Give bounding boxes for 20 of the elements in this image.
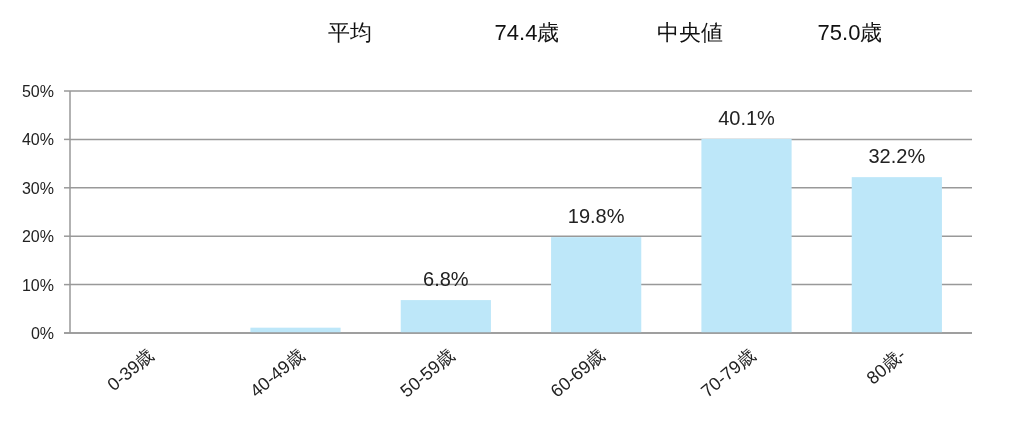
data-label: 19.8%: [567, 205, 625, 228]
y-tick-label: 20%: [21, 228, 54, 246]
y-tick-label: 10%: [21, 276, 54, 294]
bar: [701, 138, 792, 333]
bar: [400, 300, 491, 333]
bar: [851, 177, 942, 333]
data-label: 6.8%: [423, 268, 469, 291]
y-tick-label: 0%: [30, 325, 54, 342]
text: 平均: [328, 20, 372, 45]
x-tick-label: 0-39歳: [103, 344, 158, 395]
y-tick-label: 40%: [21, 131, 54, 149]
data-label: 32.2%: [868, 145, 926, 168]
text: 中央値: [657, 20, 723, 45]
text: 75.0歳: [817, 20, 883, 45]
y-tick-label: 30%: [21, 179, 54, 197]
y-tick-label: 50%: [21, 83, 54, 100]
x-tick-label: 80歳-: [862, 344, 910, 389]
text: 74.4歳: [494, 20, 560, 45]
bar: [551, 237, 642, 333]
data-label: 40.1%: [718, 106, 776, 129]
